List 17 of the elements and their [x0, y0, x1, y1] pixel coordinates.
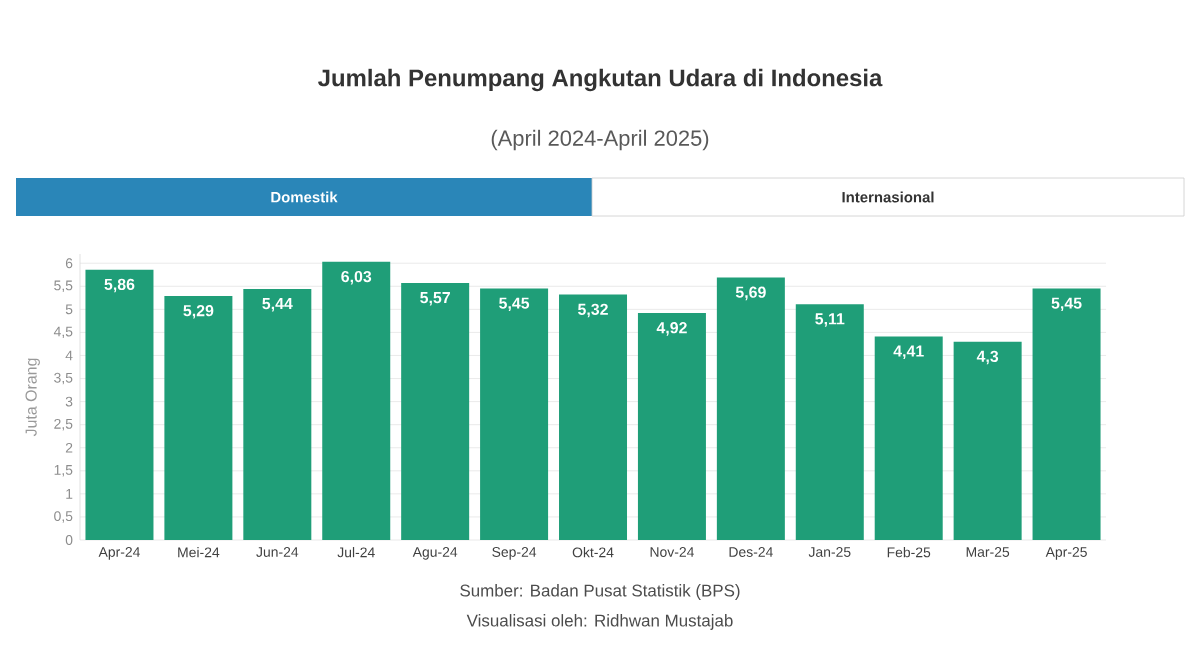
bar	[1032, 288, 1101, 540]
bar	[401, 283, 470, 540]
bar	[322, 261, 391, 540]
bar	[559, 294, 628, 540]
bar	[637, 313, 706, 540]
bar	[795, 304, 864, 540]
bar	[243, 289, 312, 540]
bar	[164, 295, 233, 540]
bar	[716, 277, 785, 540]
bar	[953, 341, 1022, 540]
text: Visualisasi oleh: Ridhwan Mustajab	[466, 614, 733, 630]
text: Sumber: Badan Pusat Statistik (BPS)	[460, 584, 740, 600]
bar	[85, 269, 154, 540]
chart-subtitle: (April 2024-April 2025)	[491, 129, 709, 151]
bar	[874, 336, 943, 540]
chart-title: Jumlah Penumpang Angkutan Udara di Indonesia	[318, 68, 883, 92]
bar	[480, 288, 549, 540]
